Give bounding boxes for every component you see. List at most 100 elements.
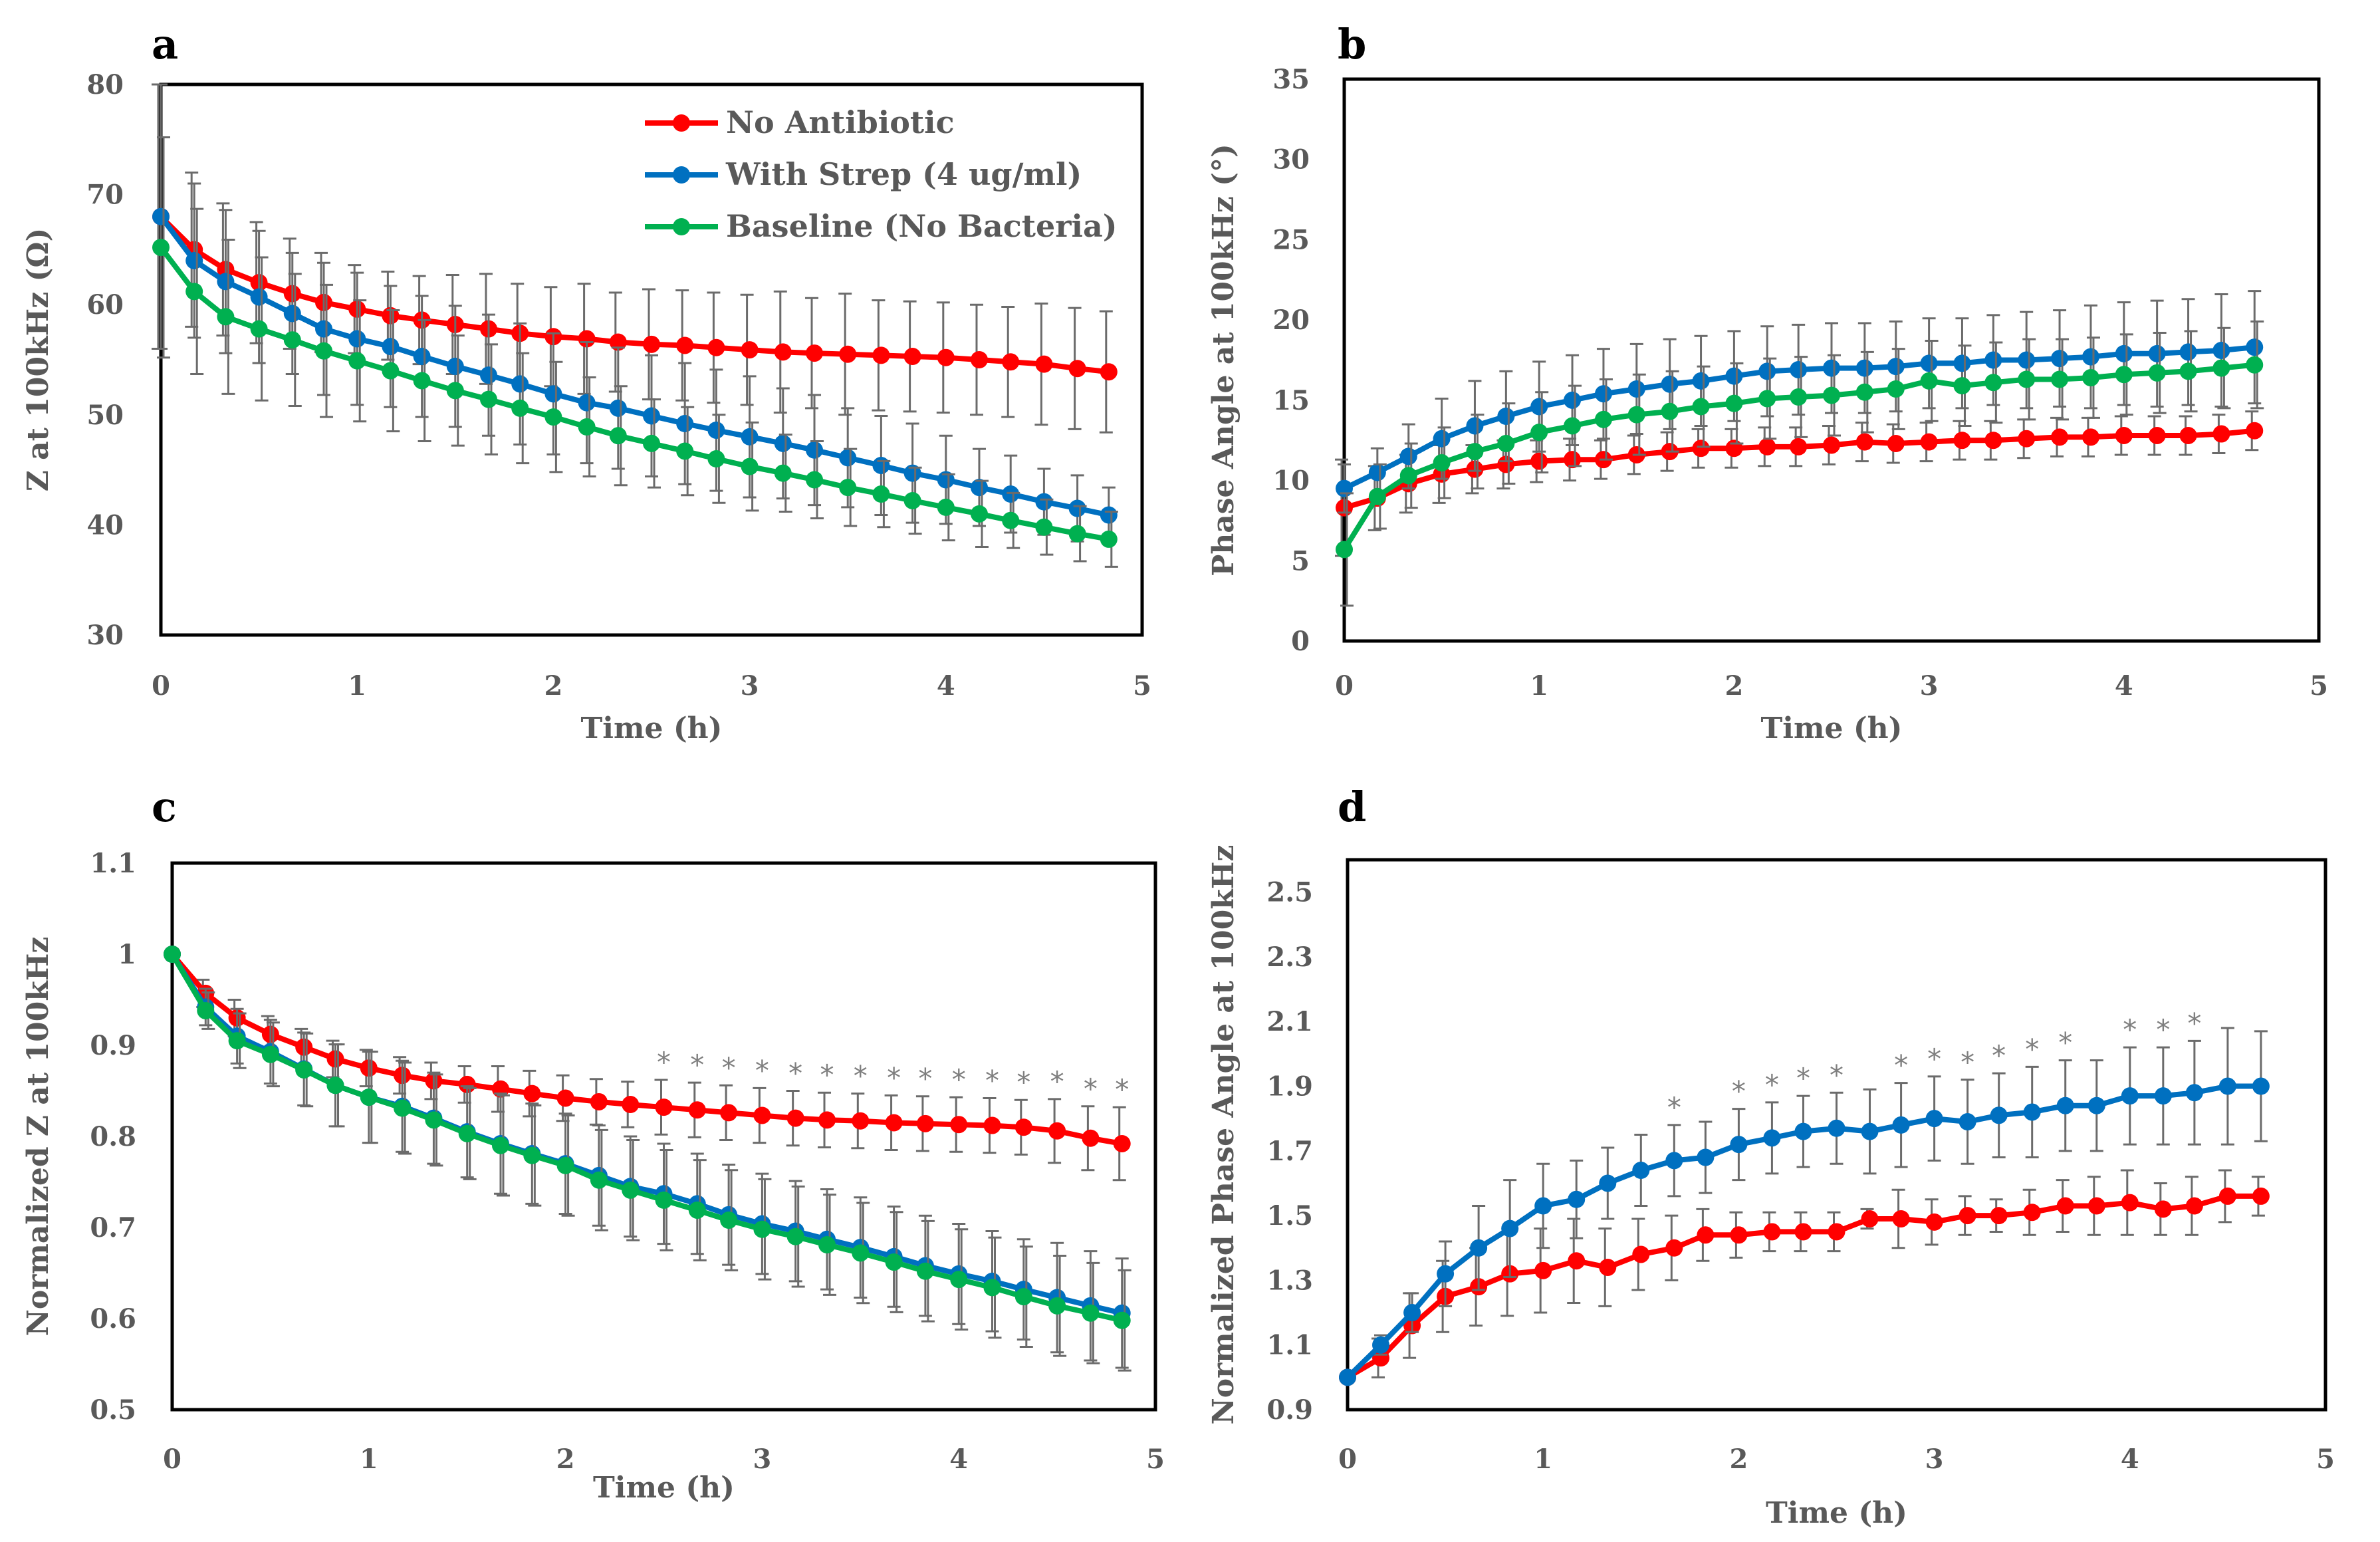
data-point (707, 450, 725, 468)
data-point (382, 338, 400, 356)
data-point (164, 946, 181, 963)
data-point (872, 485, 890, 503)
legend-label: No Antibiotic (726, 104, 955, 140)
significance-marker: * (1961, 1046, 1974, 1079)
x-tick-label: 3 (1925, 1444, 1944, 1475)
data-point (774, 434, 792, 452)
data-point (2051, 428, 2069, 446)
significance-marker: * (918, 1063, 932, 1095)
data-point (1368, 487, 1386, 505)
y-tick-label: 20 (1272, 305, 1310, 336)
y-tick-label: 15 (1272, 385, 1310, 416)
data-point (1692, 440, 1710, 457)
data-point (937, 348, 955, 366)
data-point (1068, 360, 1086, 378)
data-point (885, 1253, 903, 1271)
data-point (1594, 410, 1612, 428)
significance-marker: * (1992, 1039, 2006, 1072)
data-point (394, 1099, 412, 1117)
data-point (2212, 359, 2230, 377)
data-point (1725, 440, 1743, 457)
y-tick-label: 0.6 (90, 1303, 136, 1335)
data-point (1790, 388, 1808, 406)
data-point (852, 1112, 870, 1130)
data-point (295, 1061, 313, 1079)
data-point (1035, 518, 1053, 536)
data-point (1861, 1122, 1879, 1140)
data-point (774, 343, 792, 361)
data-point (1790, 438, 1808, 455)
x-tick-label: 4 (2115, 670, 2133, 702)
legend-swatch-marker (673, 114, 690, 132)
significance-marker: * (1084, 1073, 1098, 1105)
y-tick-label: 2.3 (1266, 942, 1313, 973)
data-point (1048, 1297, 1066, 1315)
data-point (937, 471, 955, 489)
data-point (1763, 1223, 1781, 1241)
data-point (806, 344, 824, 362)
data-point (1048, 1122, 1066, 1140)
data-point (2179, 362, 2197, 380)
data-point (1892, 1116, 1910, 1134)
data-point (217, 273, 235, 291)
data-point (458, 1124, 476, 1142)
data-point (1437, 1265, 1455, 1283)
data-point (1632, 1162, 1650, 1180)
data-point (523, 1085, 541, 1102)
data-point (590, 1171, 608, 1189)
data-point (1035, 493, 1053, 511)
data-point (1530, 452, 1548, 470)
data-point (2212, 425, 2230, 443)
series-baseline (152, 136, 1118, 568)
y-axis-title: Z at 100kHz (Ω) (21, 228, 55, 492)
y-tick-label: 0 (1291, 626, 1310, 657)
significance-marker: * (820, 1059, 834, 1091)
data-point (1082, 1129, 1100, 1147)
y-tick-label: 2.5 (1266, 877, 1313, 908)
data-point (413, 348, 431, 366)
data-point (1697, 1226, 1715, 1244)
data-point (707, 338, 725, 356)
y-tick-label: 1.5 (1266, 1200, 1313, 1231)
data-point (283, 331, 301, 349)
x-tick-label: 5 (1146, 1444, 1165, 1475)
data-point (707, 421, 725, 439)
data-point (511, 375, 529, 393)
series-baseline (1336, 321, 2264, 607)
data-point (1984, 351, 2002, 369)
data-point (903, 348, 921, 366)
y-tick-label: 1 (118, 939, 136, 970)
data-point (1665, 1239, 1683, 1257)
data-point (556, 1089, 574, 1107)
data-point (753, 1220, 771, 1238)
data-point (937, 498, 955, 516)
data-point (1758, 438, 1776, 455)
plot-frame-c (170, 861, 1157, 1412)
data-point (2246, 422, 2264, 440)
data-point (676, 336, 694, 354)
data-point (1953, 354, 1971, 372)
data-point (2018, 430, 2036, 448)
data-point (2082, 369, 2099, 387)
data-point (2121, 1087, 2139, 1105)
data-point (786, 1109, 804, 1127)
data-point (741, 457, 759, 475)
data-point (1568, 1190, 1586, 1208)
y-tick-label: 0.9 (1266, 1394, 1313, 1426)
significance-marker: * (1115, 1073, 1129, 1106)
data-point (2252, 1187, 2270, 1205)
data-point (885, 1114, 903, 1132)
data-point (983, 1279, 1001, 1297)
data-point (1627, 380, 1645, 398)
data-point (622, 1096, 640, 1114)
data-point (2179, 343, 2197, 361)
legend: No Antibiotic With Strep (4 ug/ml) Baselin… (645, 104, 1118, 244)
data-point (774, 464, 792, 482)
data-point (1692, 398, 1710, 416)
data-point (1599, 1174, 1617, 1192)
data-point (1082, 1304, 1100, 1322)
data-point (1336, 479, 1353, 497)
data-point (228, 1032, 246, 1050)
data-point (1855, 383, 1873, 401)
significance-marker: * (854, 1060, 868, 1092)
